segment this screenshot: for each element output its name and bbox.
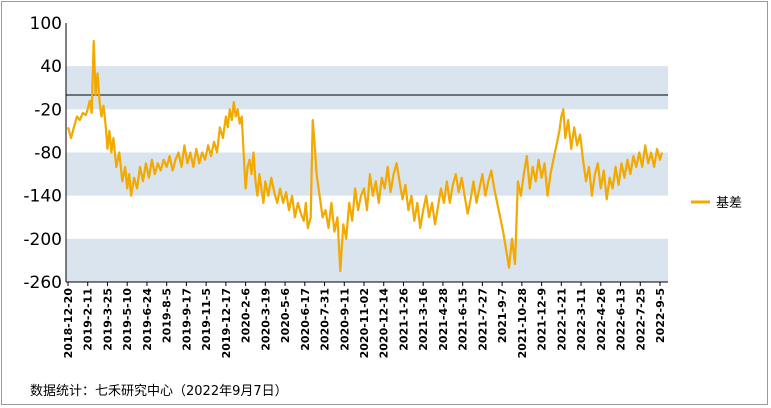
y-tick-label-3: -80 [34, 144, 62, 164]
x-tick-label-27: 2022-4-26 [595, 288, 608, 351]
x-tick-label-24: 2021-12-9 [536, 288, 549, 351]
x-tick-label-16: 2020-12-14 [378, 288, 391, 359]
x-tick-label-13: 2020-7-31 [319, 288, 332, 351]
x-tick-label-6: 2019-9-17 [180, 288, 193, 351]
y-tick-label-0: 100 [30, 14, 62, 34]
series-line-0 [66, 39, 664, 273]
x-tick-label-9: 2020-2-6 [240, 288, 253, 343]
x-tick-label-22: 2021-9-7 [496, 288, 509, 343]
x-tick-label-8: 2019-12-17 [220, 288, 233, 358]
grid-band-1 [66, 152, 668, 196]
y-tick-label-6: -260 [23, 273, 62, 293]
y-tick-label-5: -200 [23, 230, 62, 250]
x-tick-label-3: 2019-5-10 [121, 288, 134, 351]
x-tick-label-2: 2019-3-25 [101, 288, 114, 351]
x-tick-label-7: 2019-11-5 [200, 288, 213, 351]
x-tick-label-28: 2022-6-13 [615, 288, 628, 351]
x-tick-label-21: 2021-7-27 [476, 288, 489, 351]
y-tick-label-2: -20 [34, 100, 62, 120]
x-tick-label-4: 2019-6-24 [141, 288, 154, 351]
x-tick-label-14: 2020-9-11 [338, 288, 351, 351]
x-tick-label-20: 2021-6-15 [457, 288, 470, 351]
x-tick-label-19: 2021-4-28 [437, 288, 450, 351]
y-tick-label-1: 40 [40, 57, 62, 77]
grid-band-2 [66, 238, 668, 282]
x-tick-label-23: 2021-10-28 [516, 288, 529, 358]
x-tick-label-30: 2022-9-5 [654, 288, 667, 343]
x-tick-label-17: 2021-1-26 [397, 288, 410, 351]
x-tick-label-12: 2020-6-17 [299, 288, 312, 351]
x-tick-label-11: 2020-5-6 [279, 288, 292, 343]
y-tick-label-4: -140 [23, 187, 62, 207]
x-tick-label-15: 2020-11-02 [358, 288, 371, 358]
x-tick-label-26: 2022-3-11 [575, 288, 588, 351]
x-tick-label-5: 2019-8-5 [161, 288, 174, 343]
source-note: 数据统计：七禾研究中心（2022年9月7日） [30, 384, 288, 399]
x-tick-label-0: 2018-12-20 [62, 288, 75, 359]
legend-label: 基差 [716, 196, 742, 211]
x-tick-label-10: 2020-3-19 [259, 288, 272, 351]
x-tick-label-25: 2022-1-21 [555, 288, 568, 351]
x-tick-label-29: 2022-7-25 [634, 288, 647, 351]
x-tick-label-1: 2019-2-11 [82, 288, 95, 351]
grid-band-0 [66, 66, 668, 110]
x-tick-label-18: 2021-3-16 [417, 288, 430, 351]
